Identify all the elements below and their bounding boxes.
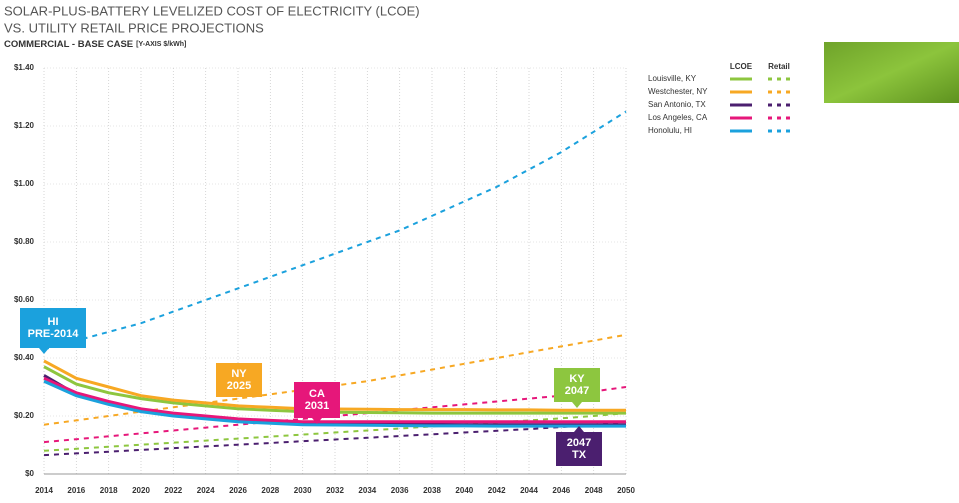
y-tick-label: $0 (25, 469, 34, 478)
y-tick-label: $1.20 (14, 121, 35, 130)
x-tick-label: 2014 (35, 486, 53, 495)
x-tick-label: 2048 (585, 486, 603, 495)
callout-text: 2031 (305, 400, 329, 412)
legend-label: Westchester, NY (648, 87, 708, 96)
lcoe-line (43, 379, 626, 428)
callout-text: HI (48, 316, 59, 328)
callout-pointer (39, 348, 49, 354)
callout-text: NY (231, 368, 247, 380)
callout-text: PRE-2014 (28, 328, 80, 340)
x-tick-label: 2018 (100, 486, 118, 495)
legend-label: Louisville, KY (648, 74, 697, 83)
lcoe-line (43, 376, 626, 424)
legend-header: LCOE (730, 62, 753, 71)
subtitle-text: COMMERCIAL - BASE CASE (4, 39, 133, 50)
callout-box (554, 368, 600, 402)
x-tick-label: 2046 (552, 486, 570, 495)
x-tick-label: 2026 (229, 486, 247, 495)
x-tick-label: 2040 (455, 486, 473, 495)
x-tick-label: 2030 (294, 486, 312, 495)
x-tick-label: 2044 (520, 486, 538, 495)
x-tick-label: 2024 (197, 486, 215, 495)
y-tick-label: $1.00 (14, 179, 35, 188)
callout-box (20, 308, 86, 348)
plot: $0 $0.20 $0.40 $0.60 $0.80 $1.00 $1.20 $1.40 201… (14, 62, 792, 495)
callout-pointer (572, 402, 582, 408)
callout-text: 2047 (567, 437, 591, 449)
legend-label: Los Angeles, CA (648, 113, 708, 122)
chart-title: VS. UTILITY RETAIL PRICE PROJECTIONS (4, 20, 264, 35)
axis-note: [Y-AXIS $/kWh] (136, 41, 186, 48)
y-tick-label: $1.40 (14, 63, 35, 72)
y-tick-label: $0.80 (14, 237, 35, 246)
callout-text: CA (309, 388, 325, 400)
callout-box (216, 363, 262, 397)
subtitle: COMMERCIAL - BASE CASE [Y-AXIS $/kWh] (4, 39, 186, 50)
callout-text: TX (572, 449, 587, 461)
x-tick-label: 2036 (391, 486, 409, 495)
legend: LCOE Retail Louisville, KY Westchester, NY S… (648, 62, 792, 135)
retail-line (43, 420, 627, 457)
x-tick-label: 2050 (617, 486, 635, 495)
x-tick-label: 2022 (164, 486, 182, 495)
callout-pointer (574, 426, 584, 432)
x-tick-label: 2042 (488, 486, 506, 495)
callout-text: 2025 (227, 380, 251, 392)
x-tick-label: 2028 (261, 486, 279, 495)
retail-line (43, 110, 627, 351)
callout-pointer (312, 418, 322, 424)
x-tick-label: 2020 (132, 486, 150, 495)
x-tick-label: 2032 (326, 486, 344, 495)
callout-text: KY (569, 373, 585, 385)
legend-label: San Antonio, TX (648, 100, 706, 109)
x-tick-label: 2016 (67, 486, 85, 495)
x-tick-label: 2038 (423, 486, 441, 495)
retail-line (43, 412, 627, 452)
y-tick-label: $0.40 (14, 353, 35, 362)
x-tick-label: 2034 (358, 486, 376, 495)
chart-title: SOLAR-PLUS-BATTERY LEVELIZED COST OF ELE… (4, 3, 420, 18)
legend-header: Retail (768, 62, 790, 71)
callout-text: 2047 (565, 385, 589, 397)
y-tick-label: $0.20 (14, 411, 35, 420)
legend-label: Honolulu, HI (648, 126, 692, 135)
y-tick-label: $0.60 (14, 295, 35, 304)
decorative-panel (824, 42, 959, 103)
callout-box (294, 382, 340, 418)
callout-box (556, 432, 602, 466)
